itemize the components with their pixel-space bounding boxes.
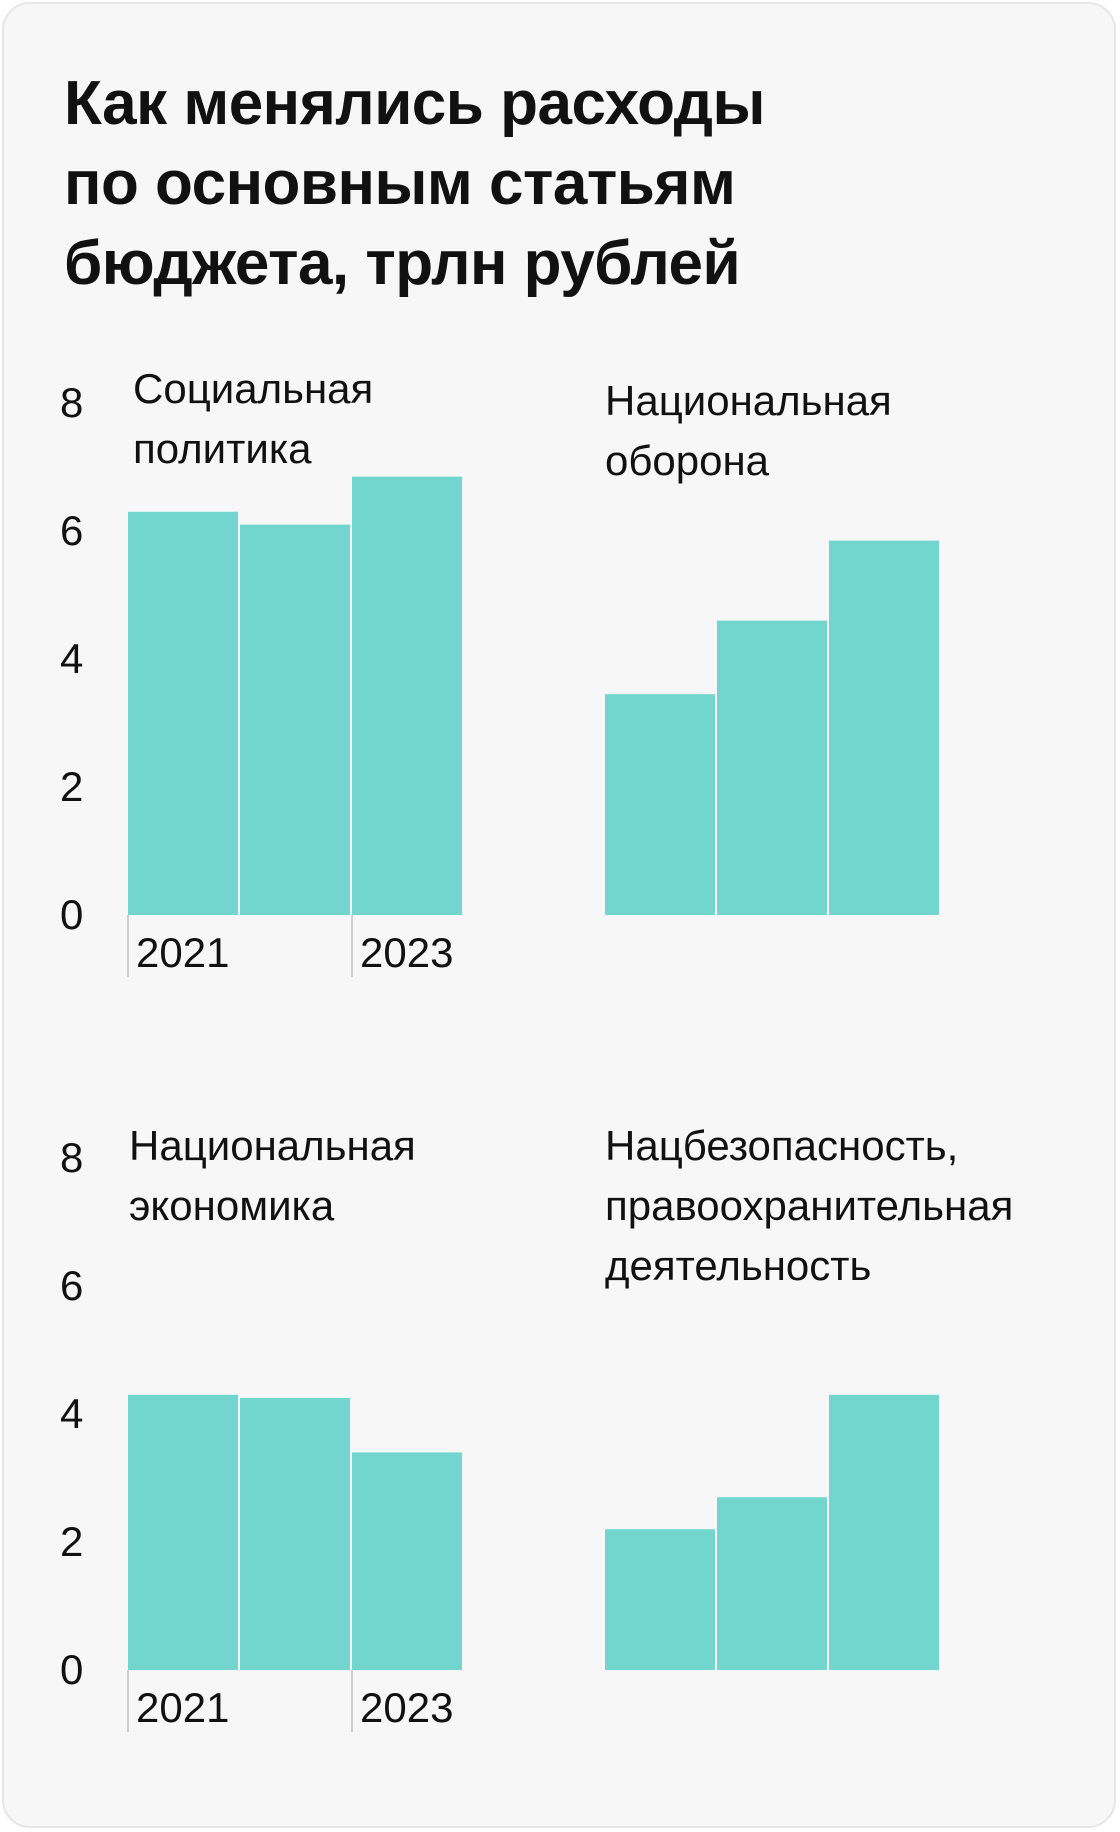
y-tick-label: 4: [60, 635, 83, 682]
bar: [605, 1529, 715, 1670]
panel-title-line: Нацбезопасность,: [605, 1122, 958, 1169]
panel-title-line: Национальная: [605, 377, 892, 424]
bar: [717, 1497, 827, 1670]
y-tick-label: 8: [60, 1134, 83, 1181]
panel-title: Национальная оборона: [605, 377, 892, 484]
bar: [352, 476, 462, 915]
panel-title-line: Национальная: [129, 1122, 416, 1169]
x-tick-label: 2023: [360, 1684, 453, 1731]
x-tick-label: 2021: [136, 1684, 229, 1731]
bar: [128, 511, 238, 915]
bar: [128, 1394, 238, 1670]
x-tick-label: 2021: [136, 929, 229, 976]
panel-title: Нацбезопасность, правоохранительная деятел…: [605, 1122, 1013, 1289]
panel-title-line: экономика: [129, 1182, 335, 1229]
bar: [240, 1398, 350, 1670]
panel-title-line: политика: [133, 425, 312, 472]
panel-title-line: Социальная: [133, 365, 373, 412]
bar: [240, 524, 350, 915]
panel-title-line: деятельность: [605, 1242, 871, 1289]
chart-title: Как менялись расходы по основным статьям…: [64, 69, 765, 298]
panel-title-line: правоохранительная: [605, 1182, 1013, 1229]
bar: [829, 540, 939, 915]
panel-title-line: оборона: [605, 437, 770, 484]
y-tick-label: 8: [60, 379, 83, 426]
y-tick-label: 2: [60, 1518, 83, 1565]
bar: [829, 1394, 939, 1670]
x-tick-label: 2023: [360, 929, 453, 976]
bar: [352, 1452, 462, 1670]
panel-title: Социальная политика: [133, 365, 373, 472]
bar: [605, 694, 715, 915]
y-tick-label: 0: [60, 1646, 83, 1693]
y-tick-label: 2: [60, 763, 83, 810]
y-tick-label: 6: [60, 507, 83, 554]
y-tick-label: 4: [60, 1390, 83, 1437]
bar: [717, 620, 827, 915]
y-tick-label: 0: [60, 891, 83, 938]
y-tick-label: 6: [60, 1262, 83, 1309]
panel-title: Национальная экономика: [129, 1122, 416, 1229]
